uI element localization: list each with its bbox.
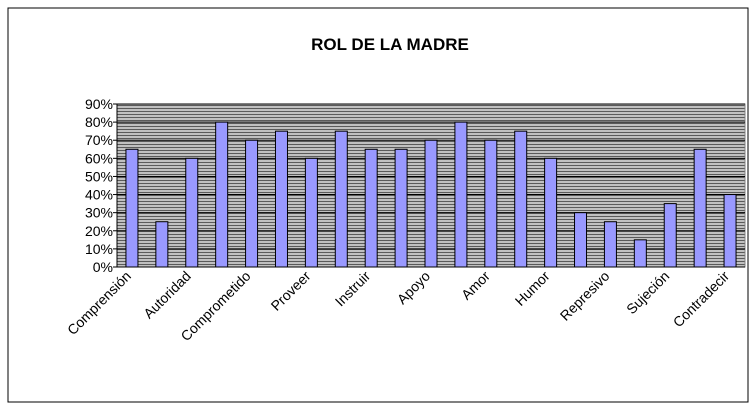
y-tick-label: 20%: [85, 223, 113, 239]
chart-title: ROL DE LA MADRE: [311, 35, 469, 54]
bar: [454, 121, 468, 268]
bar: [155, 221, 169, 268]
y-tick-label: 60%: [85, 150, 113, 166]
bar: [274, 130, 288, 268]
bar: [484, 139, 498, 268]
bar: [693, 148, 707, 268]
bar: [125, 148, 139, 268]
y-tick-label: 90%: [85, 96, 113, 112]
y-tick-label: 10%: [85, 241, 113, 257]
y-tick-label: 0%: [93, 259, 113, 275]
bar: [514, 130, 528, 268]
y-tick-label: 70%: [85, 132, 113, 148]
bar: [424, 139, 438, 268]
y-tick-label: 40%: [85, 187, 113, 203]
bar: [364, 148, 378, 268]
bar: [633, 239, 647, 268]
bar: [334, 130, 348, 268]
y-tick-label: 50%: [85, 168, 113, 184]
bar: [185, 157, 199, 268]
bar: [245, 139, 259, 268]
bar: [723, 194, 737, 268]
bar: [394, 148, 408, 268]
y-tick-label: 80%: [85, 114, 113, 130]
bar: [304, 157, 318, 268]
bar: [544, 157, 558, 268]
bar: [215, 121, 229, 268]
bar: [663, 203, 677, 268]
y-tick-label: 30%: [85, 205, 113, 221]
bar: [574, 212, 588, 268]
bar: [603, 221, 617, 268]
